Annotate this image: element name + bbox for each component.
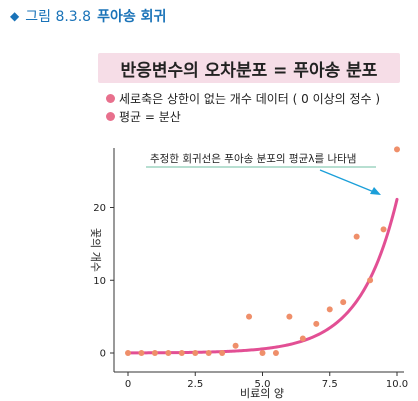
chart-axes xyxy=(113,148,404,373)
chart-ticks: 0 2.5 5.0 7.5 10.0 0 10 20 xyxy=(93,203,408,390)
data-point xyxy=(151,349,158,356)
data-point xyxy=(380,226,387,233)
figure-number: 그림 8.3.8 xyxy=(25,9,92,25)
data-point xyxy=(259,349,266,356)
bullet-text: 평균 = 분산 xyxy=(119,110,181,124)
x-tick-label: 0 xyxy=(125,379,131,390)
figure-title: 푸아송 회귀 xyxy=(97,9,167,25)
data-point xyxy=(313,320,320,327)
x-tick-label: 5.0 xyxy=(255,379,271,390)
x-tick-label: 10.0 xyxy=(386,379,408,390)
annotation-arrowhead-icon xyxy=(370,187,381,195)
bullet-dot-icon xyxy=(106,112,115,121)
annotation-arrow xyxy=(319,169,375,193)
data-point xyxy=(165,349,172,356)
data-point xyxy=(326,306,333,313)
data-point xyxy=(125,349,131,356)
data-point xyxy=(246,313,253,320)
bullet-dot-icon xyxy=(106,94,115,103)
bullet-text: 세로축은 상한이 없는 개수 데이터 ( 0 이상의 정수 ) xyxy=(119,92,381,106)
data-point xyxy=(340,299,347,306)
data-point xyxy=(232,342,239,349)
data-point xyxy=(192,349,199,356)
x-tick-label: 2.5 xyxy=(187,379,203,390)
y-axis-label: 꽃의 개수 xyxy=(89,228,102,272)
fitted-regression-curve xyxy=(126,197,399,355)
data-point xyxy=(178,349,185,356)
data-point xyxy=(219,349,226,356)
x-tick-label: 7.5 xyxy=(322,379,338,390)
figure-header: ◆ 그림 8.3.8 푸아송 회귀 xyxy=(10,4,166,28)
data-points xyxy=(125,146,400,356)
figure-banner: 반응변수의 오차분포 = 푸아송 분포 xyxy=(98,53,400,83)
data-point xyxy=(272,349,279,356)
data-point xyxy=(138,349,145,356)
data-point xyxy=(205,349,212,356)
x-axis-label: 비료의 양 xyxy=(240,387,284,400)
diamond-icon: ◆ xyxy=(10,9,20,23)
data-point xyxy=(299,335,306,342)
data-point xyxy=(286,313,293,320)
y-tick-label: 0 xyxy=(100,348,106,359)
bullet-item: 평균 = 분산 xyxy=(106,108,181,125)
data-point xyxy=(394,146,400,153)
data-point xyxy=(367,277,374,284)
bullet-item: 세로축은 상한이 없는 개수 데이터 ( 0 이상의 정수 ) xyxy=(106,90,380,107)
annotation-text: 추정한 회귀선은 푸아송 분포의 평균λ를 나타냄 xyxy=(150,153,356,165)
curve-annotation: 추정한 회귀선은 푸아송 분포의 평균λ를 나타냄 xyxy=(146,153,381,195)
y-tick-label: 10 xyxy=(93,276,106,287)
y-tick-label: 20 xyxy=(93,203,106,214)
data-point xyxy=(353,233,360,240)
